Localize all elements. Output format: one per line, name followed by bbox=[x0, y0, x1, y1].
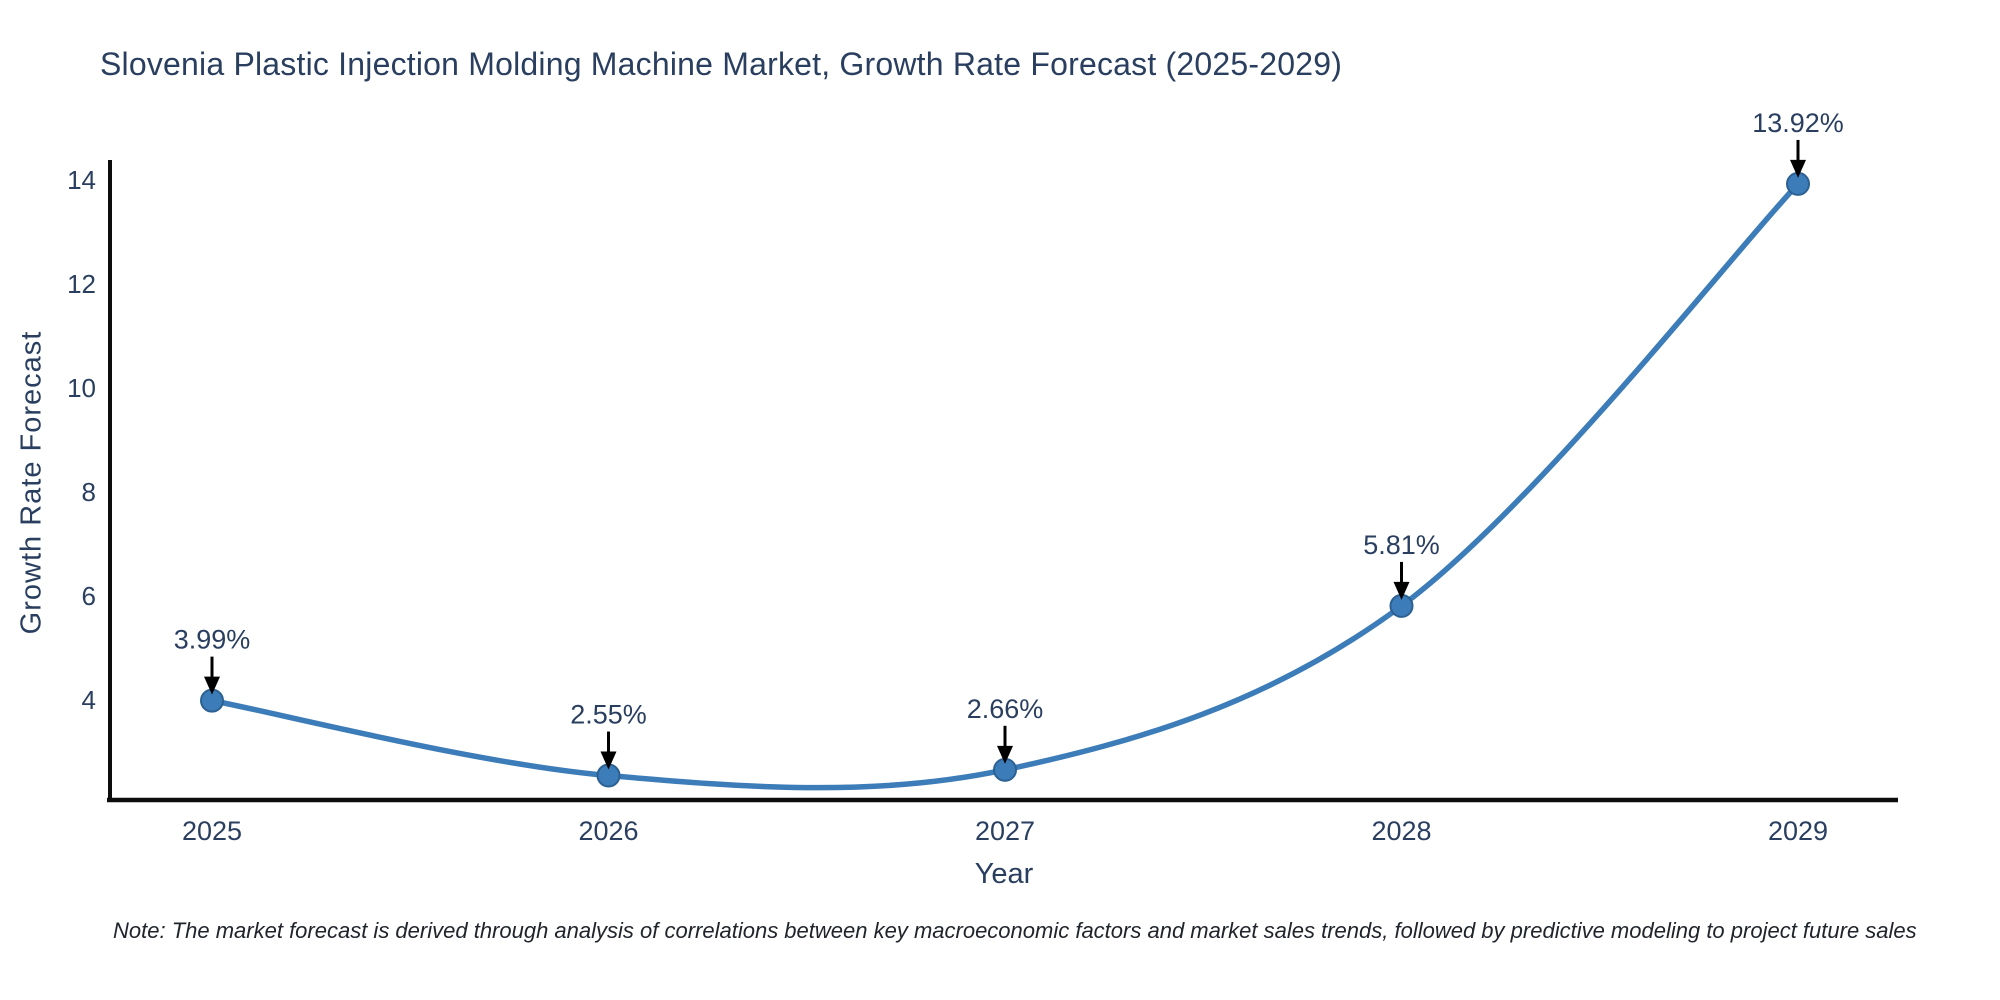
chart-title: Slovenia Plastic Injection Molding Machi… bbox=[100, 46, 1343, 82]
y-tick-label: 10 bbox=[67, 373, 96, 403]
y-tick-label: 8 bbox=[82, 477, 96, 507]
y-tick-label: 6 bbox=[82, 581, 96, 611]
y-tick-label: 4 bbox=[82, 685, 96, 715]
annotation-arrowhead bbox=[1790, 159, 1806, 178]
y-tick-label: 14 bbox=[67, 165, 96, 195]
x-tick-label: 2025 bbox=[182, 816, 242, 846]
x-tick-label: 2026 bbox=[578, 816, 638, 846]
annotation-label: 3.99% bbox=[174, 625, 251, 655]
x-axis-title: Year bbox=[974, 858, 1034, 890]
x-tick-label: 2028 bbox=[1371, 816, 1431, 846]
annotation-arrowhead bbox=[600, 751, 617, 770]
x-tick-label: 2029 bbox=[1768, 816, 1828, 846]
annotation-label: 13.92% bbox=[1752, 108, 1844, 138]
annotation-label: 5.81% bbox=[1363, 530, 1440, 560]
annotation-arrowhead bbox=[204, 676, 220, 695]
y-tick-label: 12 bbox=[67, 269, 96, 299]
annotation-arrowhead bbox=[997, 745, 1013, 764]
y-axis-title: Growth Rate Forecast bbox=[15, 330, 48, 635]
series-line bbox=[209, 181, 1801, 791]
annotation-label: 2.66% bbox=[967, 694, 1044, 724]
annotation-label: 2.55% bbox=[570, 700, 647, 730]
footnote: Note: The market forecast is derived thr… bbox=[113, 918, 1917, 943]
x-tick-label: 2027 bbox=[975, 816, 1035, 846]
annotation-arrowhead bbox=[1393, 581, 1410, 600]
